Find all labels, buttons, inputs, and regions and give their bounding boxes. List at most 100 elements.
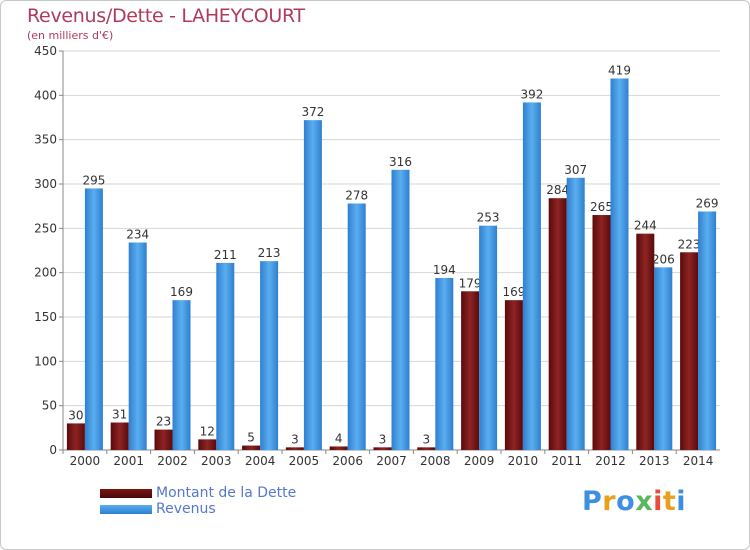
- bar-revenus-2002: [172, 300, 191, 450]
- bar-dette-2010: [504, 300, 523, 450]
- x-tick-label-2012: 2012: [595, 454, 626, 468]
- x-tick-label-2010: 2010: [508, 454, 539, 468]
- x-tick-label-2009: 2009: [464, 454, 495, 468]
- data-label-dette-2014: 223: [678, 237, 701, 251]
- bar-dette-2005: [285, 447, 304, 450]
- logo-letter-6: i: [676, 486, 687, 517]
- y-tick-label-450: 450: [34, 44, 57, 58]
- x-tick-label-2005: 2005: [289, 454, 320, 468]
- bar-revenus-2013: [654, 267, 673, 450]
- y-tick-label-150: 150: [34, 310, 57, 324]
- logo-letter-2: o: [616, 486, 636, 517]
- x-tick-label-2002: 2002: [157, 454, 188, 468]
- bar-revenus-2003: [216, 262, 235, 450]
- x-tick-label-2013: 2013: [639, 454, 670, 468]
- bar-revenus-2007: [391, 169, 410, 450]
- bar-revenus-2012: [610, 78, 629, 450]
- y-tick-label-300: 300: [34, 177, 57, 191]
- data-label-revenus-2007: 316: [389, 155, 412, 169]
- x-tick-label-2000: 2000: [70, 454, 101, 468]
- bar-dette-2004: [242, 445, 261, 450]
- legend-label-revenus: Revenus: [156, 501, 216, 517]
- logo-letter-1: r: [602, 486, 617, 517]
- bar-revenus-2011: [566, 177, 585, 450]
- y-tick-label-250: 250: [34, 221, 57, 235]
- data-label-dette-2009: 179: [459, 276, 482, 290]
- x-tick-label-2001: 2001: [113, 454, 144, 468]
- data-label-revenus-2014: 269: [696, 196, 719, 210]
- data-label-revenus-2010: 392: [520, 87, 543, 101]
- y-tick-label-100: 100: [34, 354, 57, 368]
- bar-dette-2011: [548, 198, 567, 450]
- data-label-dette-2003: 12: [200, 424, 215, 438]
- data-label-dette-2005: 3: [291, 432, 299, 446]
- logo-letter-0: P: [582, 486, 603, 517]
- x-tick-label-2008: 2008: [420, 454, 451, 468]
- legend-swatch-revenus: [100, 505, 152, 514]
- x-tick-label-2007: 2007: [376, 454, 407, 468]
- y-tick-label-400: 400: [34, 88, 57, 102]
- bar-revenus-2010: [522, 102, 541, 450]
- data-label-revenus-2011: 307: [564, 163, 587, 177]
- x-tick-label-2011: 2011: [551, 454, 582, 468]
- data-label-revenus-2013: 206: [652, 252, 675, 266]
- legend-label-dette: Montant de la Dette: [156, 485, 297, 501]
- bar-revenus-2009: [479, 225, 498, 450]
- data-label-revenus-2004: 213: [258, 246, 281, 260]
- x-tick-label-2003: 2003: [201, 454, 232, 468]
- x-tick-label-2014: 2014: [683, 454, 714, 468]
- bar-dette-2000: [66, 423, 85, 450]
- chart-subtitle: (en milliers d'€): [27, 29, 114, 42]
- data-label-dette-2011: 284: [546, 183, 569, 197]
- x-tick-label-2006: 2006: [332, 454, 363, 468]
- x-tick-label-2004: 2004: [245, 454, 276, 468]
- bar-dette-2006: [329, 446, 348, 450]
- logo-letter-5: t: [662, 486, 677, 517]
- data-label-revenus-2003: 211: [214, 248, 237, 262]
- bar-dette-2009: [461, 291, 480, 450]
- bar-revenus-2000: [84, 188, 103, 450]
- y-tick-label-50: 50: [42, 399, 57, 413]
- bar-revenus-2014: [698, 211, 717, 450]
- bar-revenus-2006: [347, 203, 366, 450]
- bar-dette-2002: [154, 429, 173, 450]
- bar-revenus-2004: [260, 261, 279, 450]
- bar-dette-2003: [198, 439, 217, 450]
- data-label-revenus-2009: 253: [477, 211, 500, 225]
- data-label-revenus-2001: 234: [126, 228, 149, 242]
- bar-dette-2012: [592, 215, 611, 450]
- data-label-dette-2010: 169: [502, 285, 525, 299]
- data-label-revenus-2002: 169: [170, 285, 193, 299]
- logo-letter-3: x: [635, 486, 654, 517]
- data-label-dette-2001: 31: [112, 408, 127, 422]
- data-label-dette-2006: 4: [335, 431, 343, 445]
- bar-dette-2001: [110, 422, 129, 450]
- bar-revenus-2001: [128, 242, 147, 450]
- data-label-revenus-2012: 419: [608, 63, 631, 77]
- chart-title: Revenus/Dette - LAHEYCOURT: [27, 5, 305, 27]
- data-label-revenus-2008: 194: [433, 263, 456, 277]
- y-tick-label-350: 350: [34, 133, 57, 147]
- data-label-dette-2004: 5: [247, 431, 255, 445]
- logo-letter-4: i: [653, 486, 663, 517]
- data-label-revenus-2006: 278: [345, 189, 368, 203]
- y-tick-label-0: 0: [49, 443, 57, 457]
- data-label-dette-2000: 30: [68, 408, 83, 422]
- data-label-revenus-2000: 295: [82, 173, 105, 187]
- bar-dette-2007: [373, 447, 392, 450]
- y-tick-label-200: 200: [34, 266, 57, 280]
- bar-dette-2008: [417, 447, 436, 450]
- bar-revenus-2008: [435, 277, 454, 450]
- data-label-dette-2007: 3: [379, 432, 387, 446]
- bar-dette-2014: [680, 252, 699, 450]
- data-label-dette-2012: 265: [590, 200, 613, 214]
- proxiti-logo: Proxiti: [582, 486, 686, 517]
- bar-dette-2013: [636, 233, 655, 450]
- data-label-dette-2002: 23: [156, 415, 171, 429]
- data-label-dette-2008: 3: [422, 432, 430, 446]
- legend-swatch-dette: [100, 489, 152, 498]
- data-label-dette-2013: 244: [634, 219, 657, 233]
- data-label-revenus-2005: 372: [301, 105, 324, 119]
- bar-revenus-2005: [303, 120, 322, 450]
